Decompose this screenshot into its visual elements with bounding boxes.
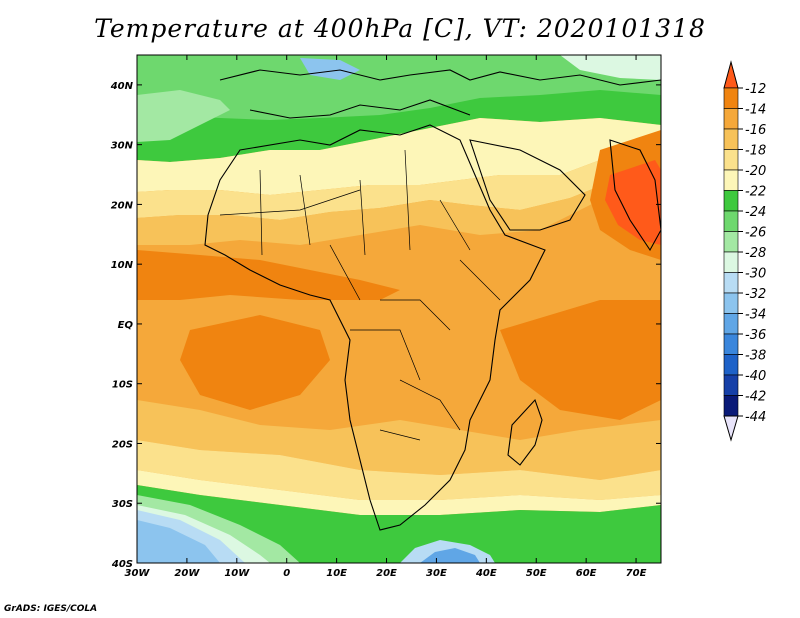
colorbar-swatch [723, 354, 739, 376]
colorbar-label: -30 [745, 267, 766, 282]
lat-tick-label: 30S [112, 499, 133, 510]
temperature-field [137, 55, 661, 563]
colorbar-bottom-triangle [723, 415, 739, 442]
colorbar-swatch [723, 395, 739, 417]
field-band-20-22 [137, 118, 661, 195]
field-band-above-12 [605, 160, 661, 245]
colorbar-label: -36 [745, 328, 766, 343]
lon-tick-label: 0 [283, 568, 290, 579]
colorbar-swatch [723, 87, 739, 109]
field-band-26-28 [137, 90, 230, 142]
colorbar-swatch [723, 169, 739, 191]
field-band-30-32-north [300, 58, 360, 80]
colorbar-top-triangle [723, 60, 739, 89]
colorbar-swatch [723, 149, 739, 171]
lat-tick-label: 10S [112, 380, 133, 391]
india-coastline [609, 139, 661, 252]
madagascar-coastline [507, 398, 543, 466]
colorbar-swatch [723, 374, 739, 396]
field-band-16-18 [137, 165, 661, 245]
colorbar-label: -44 [745, 410, 766, 425]
colorbar-swatch [723, 128, 739, 150]
latitude-axis: 40N 30N 20N 10N EQ 10S 20S 30S 40S [110, 81, 661, 570]
colorbar-label: -12 [745, 82, 766, 97]
colorbar-swatch [723, 108, 739, 130]
colorbar-label: -40 [745, 369, 766, 384]
lat-tick-label: 20S [112, 439, 133, 450]
colorbar-label: -28 [745, 246, 766, 261]
colorbar-swatch [723, 313, 739, 335]
field-band-32-34-south [137, 520, 220, 563]
colorbar-swatch [723, 251, 739, 273]
colorbar-swatch [723, 231, 739, 253]
colorbar-swatch [723, 292, 739, 314]
lon-tick-label: 40E [475, 568, 497, 579]
field-band-18-20-south [137, 440, 661, 500]
lon-tick-label: 30W [125, 568, 151, 579]
lat-tick-label: 10N [111, 260, 134, 271]
field-band-18-20 [137, 150, 661, 220]
lat-tick-label: 20N [111, 200, 134, 211]
field-band-16-18-south [137, 400, 661, 480]
field-band-12-14-tropics [137, 250, 400, 300]
field-band-12-14-south-atlantic [180, 315, 330, 410]
colorbar-swatch [723, 333, 739, 355]
europe-coastline [219, 69, 661, 86]
colorbar-label: -20 [745, 164, 766, 179]
arabia-coastline [469, 139, 586, 231]
field-band-34-36-south-east [420, 548, 480, 563]
colorbar-label: -22 [745, 185, 766, 200]
field-band-28-30-north [560, 55, 661, 80]
colorbar-label: -18 [745, 144, 766, 159]
lat-tick-label: EQ [118, 320, 134, 331]
colorbar: -12 -14 -16 -18 -20 -22 -24 -26 -28 -30 -32 -34 -36 -… [723, 60, 766, 442]
credit-text: GrADS: IGES/COLA [4, 604, 98, 614]
coastlines [204, 69, 661, 531]
colorbar-label: -26 [745, 226, 766, 241]
colorbar-swatch [723, 210, 739, 232]
map-title: Temperature at 400hPa [C], VT: 202010131… [94, 14, 706, 43]
lon-tick-label: 70E [626, 568, 647, 579]
mediterranean-coastline [249, 99, 471, 119]
lat-tick-label: 40N [110, 81, 134, 92]
lat-tick-label: 40S [111, 559, 133, 570]
plot-frame [136, 54, 662, 564]
field-band-20-22-south [137, 470, 661, 515]
colorbar-label: -32 [745, 287, 766, 302]
colorbar-swatch [723, 272, 739, 294]
africa-coastline [204, 124, 546, 531]
field-band-12-14-indian-ocean [500, 300, 661, 420]
colorbar-label: -14 [745, 103, 766, 118]
lon-tick-label: 10E [326, 568, 347, 579]
lon-tick-label: 60E [576, 568, 597, 579]
lon-tick-label: 30E [426, 568, 447, 579]
lon-tick-label: 50E [526, 568, 547, 579]
colorbar-label: -42 [745, 390, 766, 405]
colorbar-label: -38 [745, 349, 766, 364]
lon-tick-label: 20E [376, 568, 397, 579]
colorbar-label: -16 [745, 123, 766, 138]
lon-tick-label: 10W [224, 568, 250, 579]
lon-tick-label: 20W [174, 568, 200, 579]
lat-tick-label: 30N [111, 141, 134, 152]
colorbar-swatch [723, 190, 739, 212]
colorbar-label: -34 [745, 308, 766, 323]
colorbar-label: -24 [745, 205, 766, 220]
longitude-axis: 30W 20W 10W 0 10E 20E 30E 40E 50E 60E 70E [125, 55, 647, 579]
country-borders [219, 149, 501, 441]
